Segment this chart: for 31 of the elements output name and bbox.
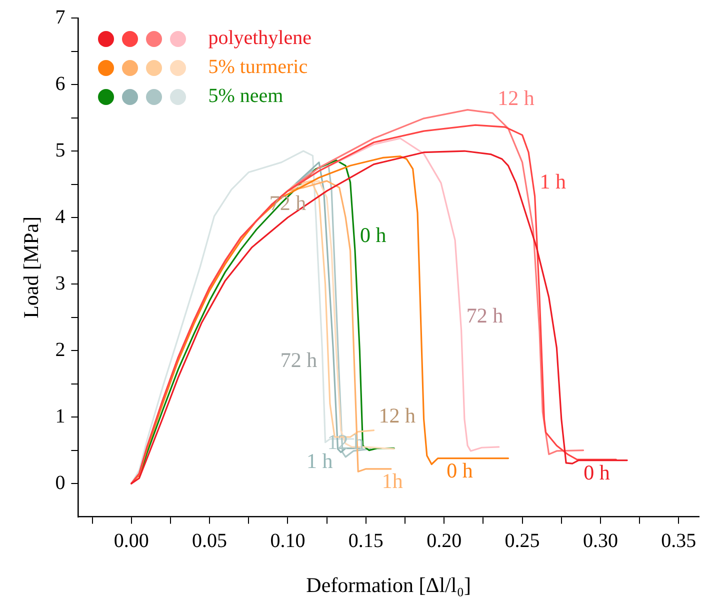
x-tick-label: 0.10 — [270, 530, 306, 552]
x-tick-label: 0.25 — [504, 530, 540, 552]
x-tick-label: 0.05 — [192, 530, 228, 552]
y-tick-label: 7 — [55, 6, 66, 28]
text: 5% turmeric — [208, 55, 308, 80]
y-tick-label: 4 — [55, 206, 66, 228]
y-axis-title: Load [MPa] — [19, 216, 44, 318]
annotation: 12 h — [498, 86, 535, 110]
annotation: 1 h — [306, 448, 334, 473]
x-tick-label: 0.15 — [348, 530, 384, 552]
annotation: 0 h — [360, 223, 387, 248]
text: polyethylene — [208, 26, 312, 51]
y-tick-label: 0 — [55, 472, 66, 494]
annotation: 0 h — [446, 458, 474, 482]
annotation: 72 h — [280, 348, 318, 372]
y-tick-label: 6 — [55, 72, 66, 95]
annotation: 1 h — [540, 169, 567, 194]
y-tick-label: 1 — [55, 405, 66, 428]
annotation: 72 h — [466, 304, 504, 328]
x-axis-title: Deformation [Δl/l₀] — [306, 572, 472, 597]
x-tick-label: 0.00 — [114, 530, 149, 552]
x-tick-label: 0.35 — [661, 530, 696, 552]
x-tick-label: 0.30 — [582, 530, 618, 552]
y-tick-label: 5 — [55, 139, 66, 162]
annotation: 0 h — [584, 460, 610, 484]
y-tick-label: 2 — [55, 338, 66, 361]
x-tick-label: 0.20 — [426, 530, 462, 552]
y-tick-label: 3 — [55, 272, 66, 294]
annotation: 1h — [382, 468, 404, 493]
annotation: 12 h — [378, 403, 416, 428]
text: 5% neem — [208, 84, 284, 109]
